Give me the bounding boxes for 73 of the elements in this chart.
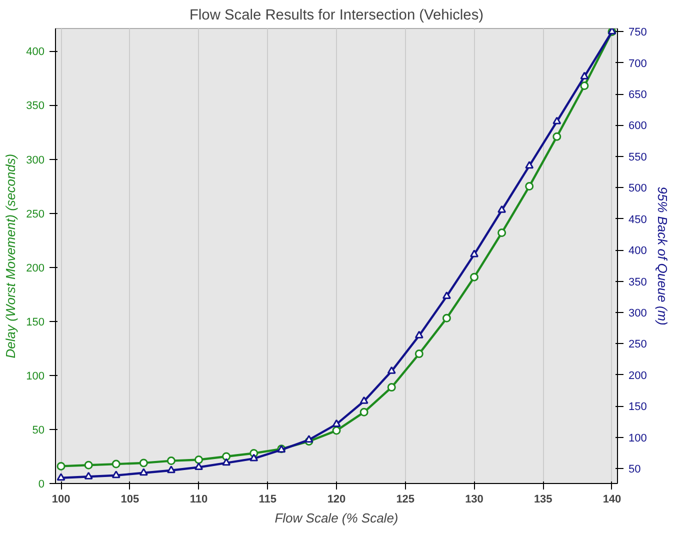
point bbox=[166, 456, 176, 466]
y-tick-label: 350 bbox=[26, 100, 45, 112]
x-tick-label: 100 bbox=[52, 494, 70, 506]
y2-tick-label: 250 bbox=[628, 338, 647, 351]
point bbox=[442, 291, 451, 300]
point bbox=[580, 72, 589, 80]
y2-tick-label: 200 bbox=[628, 370, 647, 382]
y2-tick-label: 750 bbox=[628, 26, 647, 39]
y2-tick-label: 400 bbox=[628, 245, 647, 258]
point bbox=[498, 228, 506, 238]
point bbox=[56, 473, 66, 481]
chart-title: Flow Scale Results for Intersection (Vehicles) bbox=[189, 8, 484, 24]
x-tick-label: 130 bbox=[465, 494, 484, 506]
point bbox=[304, 435, 314, 443]
y-tick-label: 200 bbox=[26, 262, 45, 274]
point bbox=[525, 161, 534, 169]
y2-tick-label: 300 bbox=[628, 307, 647, 320]
y2-tick-label: 500 bbox=[628, 182, 647, 195]
y-tick-label: 0 bbox=[38, 478, 45, 490]
y-tick-label: 150 bbox=[26, 316, 45, 328]
point bbox=[498, 205, 506, 213]
y-tick-label: 100 bbox=[26, 370, 45, 382]
point bbox=[332, 419, 341, 427]
x-tick-label: 105 bbox=[120, 494, 140, 506]
y2-tick-label: 600 bbox=[628, 120, 647, 132]
point bbox=[332, 426, 341, 435]
point bbox=[139, 468, 148, 476]
point bbox=[470, 272, 478, 282]
point bbox=[194, 455, 204, 464]
x-tick-label: 125 bbox=[396, 494, 415, 506]
y2-tick-label: 100 bbox=[628, 432, 647, 444]
point bbox=[222, 458, 231, 466]
y-tick-label: 400 bbox=[26, 46, 45, 58]
point bbox=[222, 452, 231, 461]
point bbox=[139, 458, 148, 468]
y2-tick-label: 150 bbox=[628, 401, 647, 414]
point bbox=[166, 466, 176, 474]
x-tick-label: 115 bbox=[258, 494, 277, 506]
y2-tick-label: 650 bbox=[628, 89, 647, 102]
point bbox=[387, 383, 396, 392]
point bbox=[414, 350, 424, 358]
point bbox=[84, 460, 93, 470]
point bbox=[442, 314, 451, 322]
point bbox=[360, 396, 368, 404]
point bbox=[552, 116, 562, 124]
point bbox=[84, 472, 93, 480]
point bbox=[552, 132, 562, 141]
y2-tick-label: 450 bbox=[628, 214, 647, 226]
x-tick-label: 110 bbox=[190, 494, 208, 506]
y2-tick-label: 50 bbox=[628, 464, 641, 476]
y-tick-label: 50 bbox=[32, 424, 45, 436]
x-tick-label: 135 bbox=[534, 494, 552, 506]
y2-tick-label: 550 bbox=[628, 151, 647, 164]
point bbox=[250, 454, 258, 462]
point bbox=[525, 182, 534, 191]
y2-axis-title: 95% Back of Queue (m) bbox=[654, 186, 670, 326]
point bbox=[470, 250, 478, 258]
y2-tick-label: 350 bbox=[628, 276, 647, 288]
y-tick-label: 300 bbox=[26, 154, 45, 166]
x-axis-title: Flow Scale (% Scale) bbox=[274, 510, 398, 526]
point bbox=[194, 462, 204, 470]
y-tick-label: 250 bbox=[26, 208, 45, 220]
y2-tick-label: 700 bbox=[628, 58, 647, 70]
y-axis-title: Delay (Worst Movement) (seconds) bbox=[3, 154, 18, 358]
point bbox=[112, 470, 120, 478]
point bbox=[56, 462, 66, 470]
x-tick-label: 120 bbox=[327, 494, 346, 506]
point bbox=[360, 408, 368, 416]
point bbox=[387, 366, 396, 374]
point bbox=[580, 82, 589, 90]
point bbox=[414, 330, 424, 338]
x-tick-label: 140 bbox=[602, 494, 622, 506]
point bbox=[112, 460, 120, 468]
